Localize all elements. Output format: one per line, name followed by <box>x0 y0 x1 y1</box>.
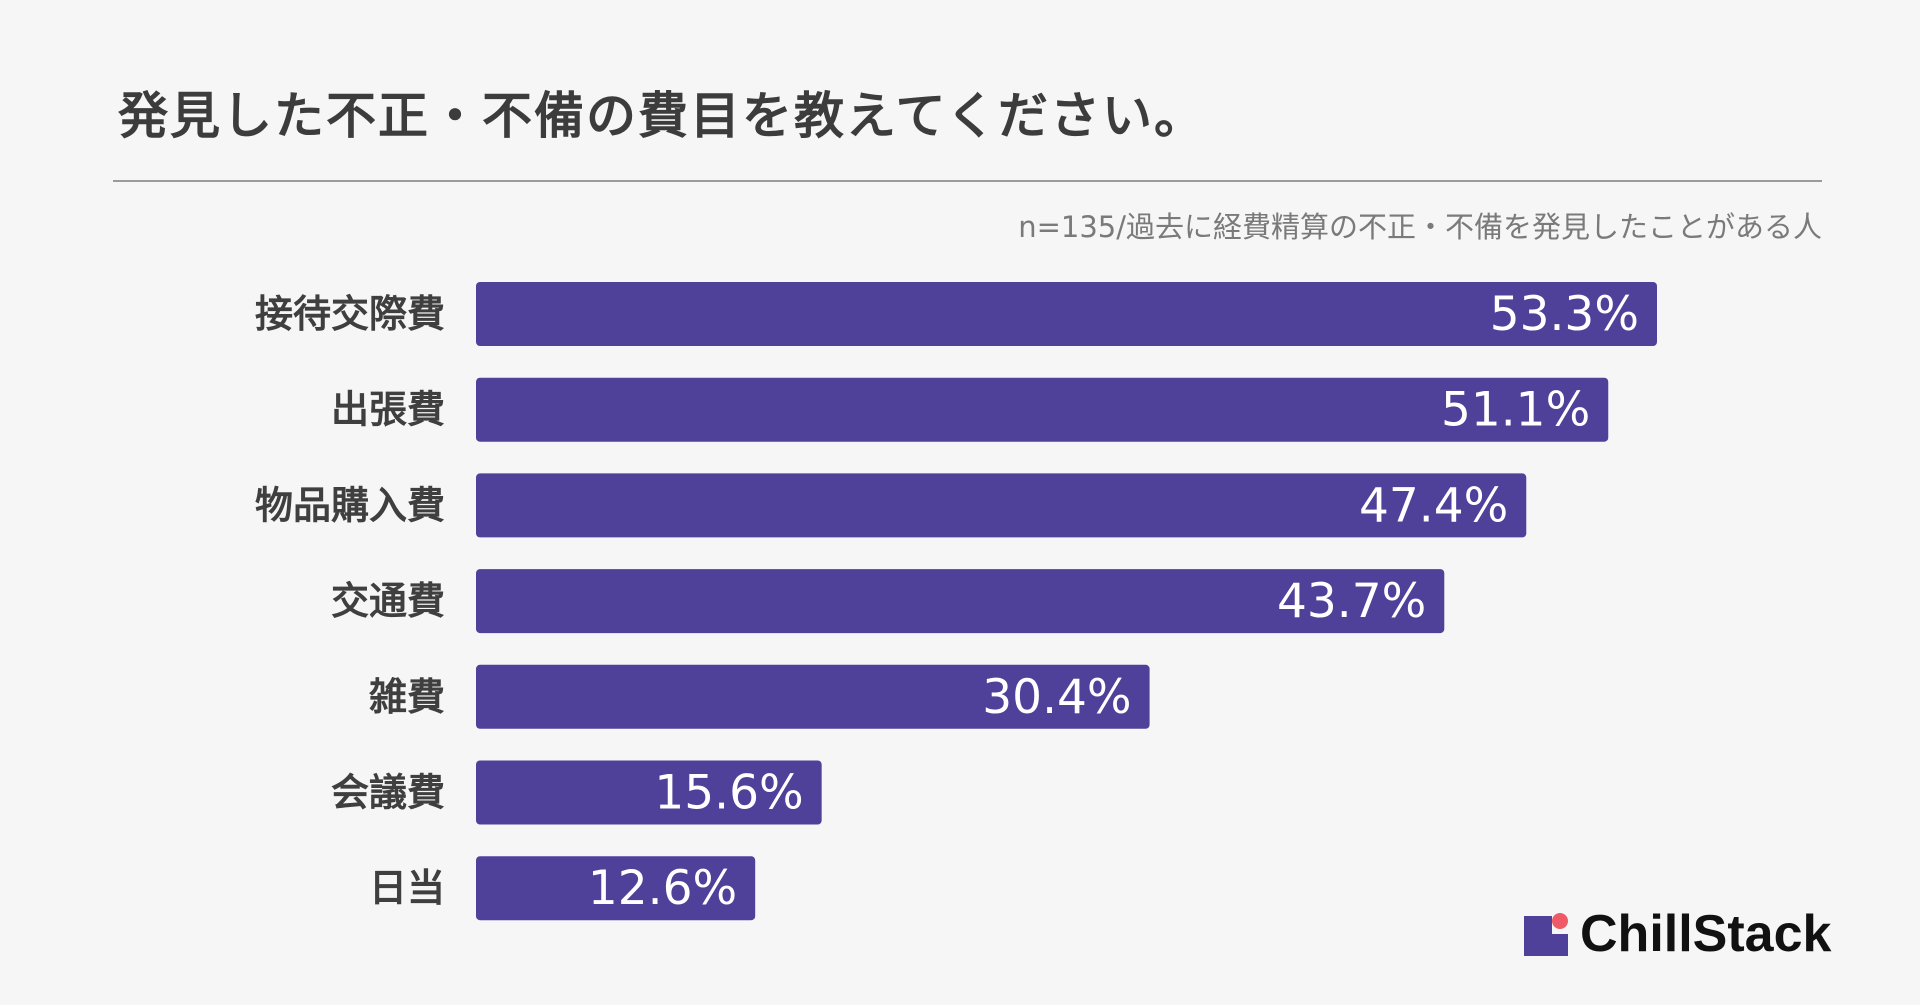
bar-6 <box>476 856 756 921</box>
sample-note: n=135/過去に経費精算の不正・不備を発見したことがある人 <box>1018 210 1822 244</box>
chillstack-logo-icon <box>1524 913 1568 956</box>
value-label: 15.6% <box>654 766 803 821</box>
bar-5 <box>476 760 822 825</box>
bar-2 <box>476 473 1527 538</box>
bar-3 <box>476 569 1445 634</box>
category-label: 日当 <box>369 866 445 910</box>
title-divider <box>113 180 1822 182</box>
page-title: 発見した不正・不備の費目を教えてください。 <box>118 87 1206 145</box>
value-label: 12.6% <box>588 861 737 916</box>
brand-logo: ChillStack <box>1524 904 1831 964</box>
value-label: 43.7% <box>1277 574 1426 629</box>
value-label: 47.4% <box>1359 478 1508 533</box>
bar-0 <box>476 282 1657 346</box>
category-label: 雑費 <box>368 675 445 719</box>
value-label: 51.1% <box>1441 383 1590 438</box>
category-label: 出張費 <box>331 388 445 432</box>
value-label: 53.3% <box>1490 287 1639 342</box>
category-label: 接待交際費 <box>255 292 445 336</box>
category-label: 会議費 <box>331 771 445 815</box>
bar-1 <box>476 377 1609 442</box>
brand-name: ChillStack <box>1580 905 1832 963</box>
bar-4 <box>476 664 1150 729</box>
value-label: 30.4% <box>982 670 1131 725</box>
category-label: 物品購入費 <box>255 483 445 527</box>
category-label: 交通費 <box>331 579 445 623</box>
